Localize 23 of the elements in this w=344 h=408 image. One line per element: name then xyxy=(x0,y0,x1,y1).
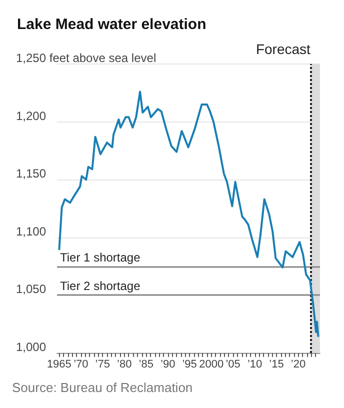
y-tick-label: 1,150 xyxy=(16,166,46,181)
x-tick-label: ’20 xyxy=(290,358,306,370)
y-tick-label: 1,200 xyxy=(16,108,46,123)
source-note: Source: Bureau of Reclamation xyxy=(12,380,193,395)
x-tick-label: 2000 xyxy=(199,358,224,370)
x-tick-label: ’70 xyxy=(74,358,88,370)
x-tick-label: ’15 xyxy=(269,358,284,370)
ref-line-label: Tier 2 shortage xyxy=(60,279,141,294)
x-tick-label: ’85 xyxy=(138,358,154,370)
y-tick-label: 1,050 xyxy=(16,282,46,296)
y-tick-label: 1,250 feet above sea level xyxy=(16,51,156,65)
x-tick-label: ’90 xyxy=(160,358,176,370)
x-tick-label: ’80 xyxy=(117,358,132,370)
ref-line-label: Tier 1 shortage xyxy=(60,250,141,264)
y-tick-label: 1,000 xyxy=(16,340,46,354)
x-tick-label: 1965 xyxy=(46,358,72,370)
x-tick-label: ’05 xyxy=(226,358,240,370)
ref-line-label: Forecast xyxy=(256,41,311,57)
chart-title: Lake Mead water elevation xyxy=(17,16,206,33)
x-tick-label: ’10 xyxy=(247,358,262,370)
x-tick-label: ’75 xyxy=(95,358,110,370)
x-tick-label: ’95 xyxy=(182,358,197,370)
y-tick-label: 1,100 xyxy=(16,224,46,238)
